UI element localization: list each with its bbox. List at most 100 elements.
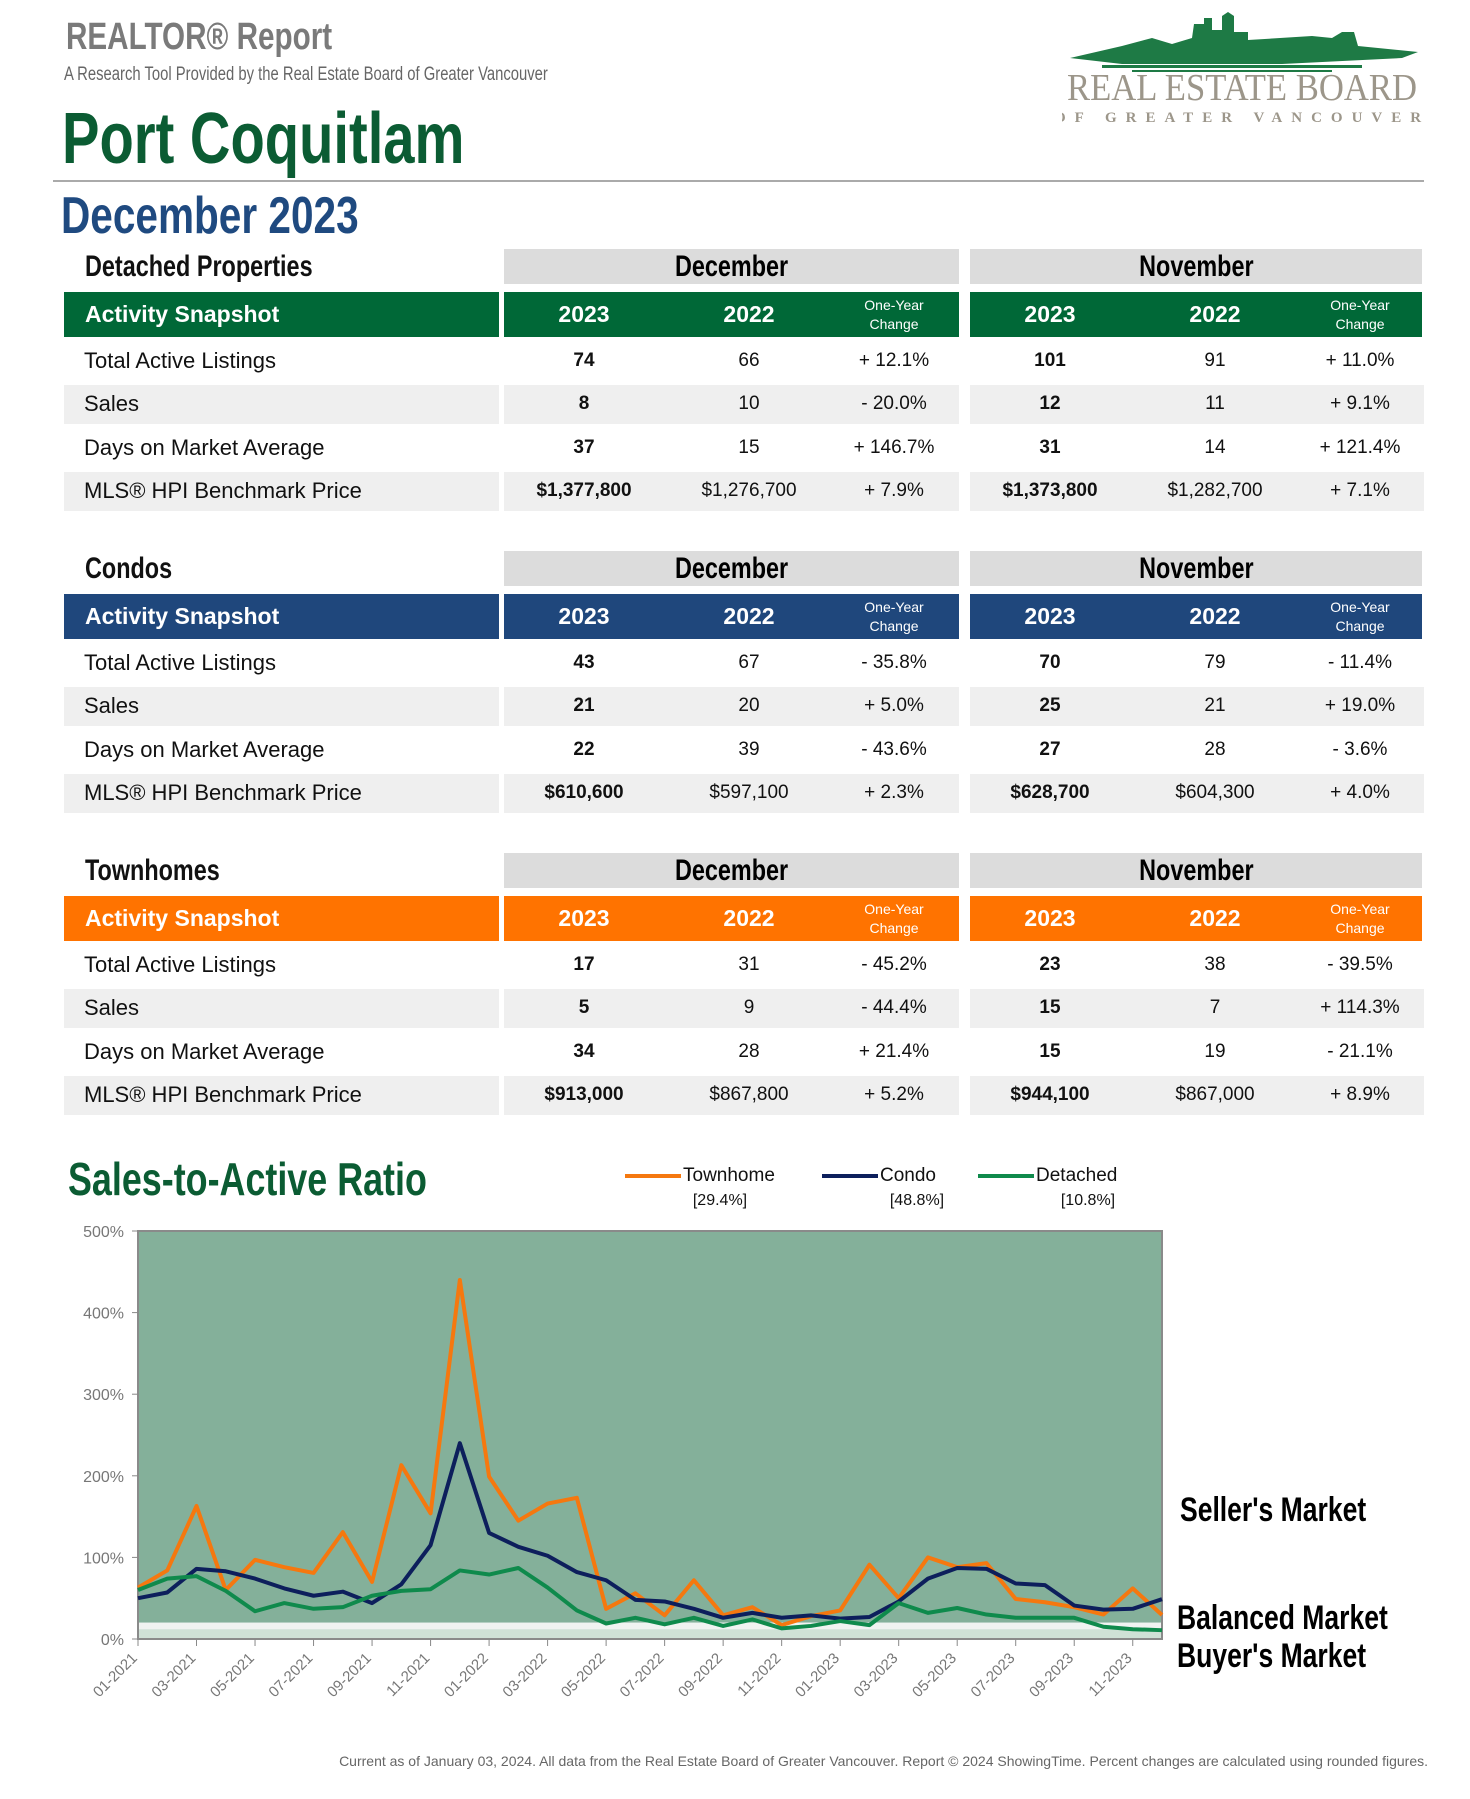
plot-border <box>137 1230 1163 1640</box>
footer-note: Current as of January 03, 2024. All data… <box>339 1753 1428 1769</box>
row-label: Days on Market Average <box>64 1032 499 1072</box>
value-current: $913,000 <box>544 1084 624 1106</box>
one-year-change: + 146.7% <box>853 436 935 458</box>
text: Seller's Market <box>1180 1490 1367 1529</box>
change-label: One-Year <box>1330 296 1390 313</box>
y-tick-label: 100% <box>83 1550 124 1567</box>
value-current: 17 <box>573 953 595 975</box>
svg-text:OF GREATER VANCOUVER: OF GREATER VANCOUVER <box>1062 110 1422 126</box>
row-label: Total Active Listings <box>64 341 499 380</box>
one-year-change-header: One-Year Change <box>1300 594 1420 639</box>
y-tick-label: 500% <box>83 1224 124 1241</box>
year-current-header: 2023 <box>1024 301 1076 327</box>
area-title: Port Coquitlam <box>62 98 578 180</box>
activity-snapshot-header: Activity Snapshot <box>64 292 499 337</box>
text: November <box>1138 853 1254 887</box>
y-tick-label: 400% <box>83 1306 124 1323</box>
value-previous: 79 <box>1204 651 1226 673</box>
value-current: $944,100 <box>1010 1084 1090 1106</box>
x-tick-label: 01-2021 <box>90 1650 141 1701</box>
x-tick-label: 03-2023 <box>851 1650 902 1701</box>
one-year-change: + 121.4% <box>1319 436 1401 458</box>
value-previous: $1,282,700 <box>1167 480 1263 502</box>
text: Balanced Market <box>1177 1598 1388 1637</box>
one-year-change: + 5.2% <box>864 1084 924 1106</box>
change-label: Change <box>1335 617 1385 634</box>
x-tick-label: 09-2022 <box>675 1650 726 1701</box>
x-tick-label: 09-2021 <box>324 1650 375 1701</box>
dec-row-bg <box>504 1075 959 1115</box>
x-tick-label: 01-2023 <box>792 1650 843 1701</box>
one-year-change: + 5.0% <box>864 695 924 717</box>
one-year-change-header: One-Year Change <box>834 594 954 639</box>
x-tick-label: 07-2021 <box>265 1650 316 1701</box>
dec-row-bg <box>504 643 959 682</box>
band-seller-s-market <box>138 1231 1162 1623</box>
value-previous: 31 <box>738 953 760 975</box>
text: Condos <box>85 551 173 585</box>
legend-current-value-townhome: [29.4%] <box>692 1192 748 1209</box>
y-tick-label: 300% <box>83 1387 124 1404</box>
value-current: 22 <box>573 738 595 760</box>
text: November <box>1138 249 1254 283</box>
nov-row-bg <box>970 384 1424 424</box>
one-year-change: + 12.1% <box>858 349 930 371</box>
dec-month-header: December <box>504 551 959 586</box>
year-previous-header: 2022 <box>723 603 775 629</box>
legend-swatch-condo <box>822 1174 878 1178</box>
change-label: One-Year <box>864 598 924 615</box>
report-title-text: REALTOR® Report <box>66 16 333 58</box>
row-label: Total Active Listings <box>64 643 499 682</box>
change-label: Change <box>869 315 919 332</box>
year-previous-header: 2022 <box>723 301 775 327</box>
legend-label-detached: Detached <box>1036 1165 1118 1186</box>
value-previous: 28 <box>738 1040 760 1062</box>
nov-month-header: November <box>970 853 1422 888</box>
report-subtitle-text: A Research Tool Provided by the Real Est… <box>64 64 548 85</box>
row-label: MLS® HPI Benchmark Price <box>64 471 499 511</box>
activity-snapshot-header: Activity Snapshot <box>64 896 499 941</box>
value-current: 12 <box>1039 393 1061 415</box>
dec-row-bg <box>504 471 959 511</box>
value-current: 15 <box>1039 1040 1061 1062</box>
change-label: Change <box>1335 315 1385 332</box>
nov-row-bg <box>970 686 1424 726</box>
report-title: REALTOR® Report <box>66 16 407 59</box>
nov-row-bg <box>970 471 1424 511</box>
value-previous: 14 <box>1204 436 1226 458</box>
dec-row-bg <box>504 773 959 813</box>
area-title-text: Port Coquitlam <box>62 99 465 179</box>
dec-row-bg <box>504 988 959 1028</box>
row-label: Sales <box>64 988 499 1028</box>
legend-swatch-townhome <box>625 1174 681 1178</box>
one-year-change: + 19.0% <box>1324 695 1396 717</box>
row-label: Days on Market Average <box>64 428 499 468</box>
dec-row-bg <box>504 686 959 726</box>
x-tick-label: 03-2021 <box>148 1650 199 1701</box>
nov-row-bg <box>970 988 1424 1028</box>
year-current-header: 2023 <box>1024 905 1076 931</box>
value-previous: 9 <box>743 997 755 1019</box>
dec-row-bg <box>504 730 959 770</box>
change-label: Change <box>869 617 919 634</box>
period-title: December 2023 <box>61 186 443 246</box>
value-current: 5 <box>578 997 590 1019</box>
nov-header-bg <box>970 896 1422 941</box>
dec-row-bg <box>504 428 959 468</box>
report-subtitle: A Research Tool Provided by the Real Est… <box>64 64 684 86</box>
value-previous: 19 <box>1204 1040 1226 1062</box>
legend-swatch-detached <box>978 1174 1034 1178</box>
value-current: 37 <box>573 436 595 458</box>
change-label: Change <box>869 919 919 936</box>
series-line-detached <box>137 1566 1163 1633</box>
svg-text:REAL ESTATE BOARD: REAL ESTATE BOARD <box>1067 67 1417 109</box>
value-current: 27 <box>1039 738 1061 760</box>
row-label: MLS® HPI Benchmark Price <box>64 1075 499 1115</box>
x-tick-label: 11-2021 <box>383 1650 433 1700</box>
nov-header-bg <box>970 594 1422 639</box>
value-previous: 7 <box>1209 997 1221 1019</box>
value-previous: 15 <box>738 436 760 458</box>
one-year-change: + 7.1% <box>1330 480 1390 502</box>
value-previous: 66 <box>738 349 760 371</box>
one-year-change-header: One-Year Change <box>834 292 954 337</box>
